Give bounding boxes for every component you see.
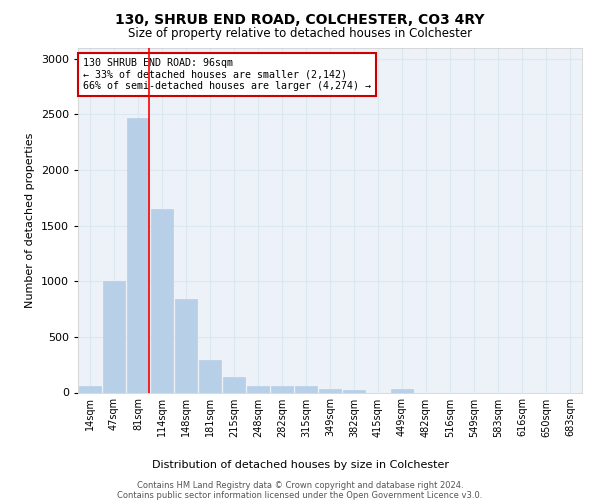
- Bar: [295, 386, 317, 392]
- Bar: [223, 377, 245, 392]
- Bar: [151, 209, 173, 392]
- Bar: [79, 386, 101, 392]
- Text: Contains public sector information licensed under the Open Government Licence v3: Contains public sector information licen…: [118, 491, 482, 500]
- Bar: [199, 360, 221, 392]
- Bar: [319, 389, 341, 392]
- Bar: [247, 386, 269, 392]
- Bar: [103, 281, 125, 392]
- Bar: [127, 118, 149, 392]
- Text: Size of property relative to detached houses in Colchester: Size of property relative to detached ho…: [128, 28, 472, 40]
- Text: Distribution of detached houses by size in Colchester: Distribution of detached houses by size …: [151, 460, 449, 470]
- Bar: [271, 386, 293, 392]
- Bar: [391, 389, 413, 392]
- Text: 130 SHRUB END ROAD: 96sqm
← 33% of detached houses are smaller (2,142)
66% of se: 130 SHRUB END ROAD: 96sqm ← 33% of detac…: [83, 58, 371, 91]
- Text: 130, SHRUB END ROAD, COLCHESTER, CO3 4RY: 130, SHRUB END ROAD, COLCHESTER, CO3 4RY: [115, 12, 485, 26]
- Text: Contains HM Land Registry data © Crown copyright and database right 2024.: Contains HM Land Registry data © Crown c…: [137, 481, 463, 490]
- Bar: [175, 299, 197, 392]
- Bar: [343, 390, 365, 392]
- Y-axis label: Number of detached properties: Number of detached properties: [25, 132, 35, 308]
